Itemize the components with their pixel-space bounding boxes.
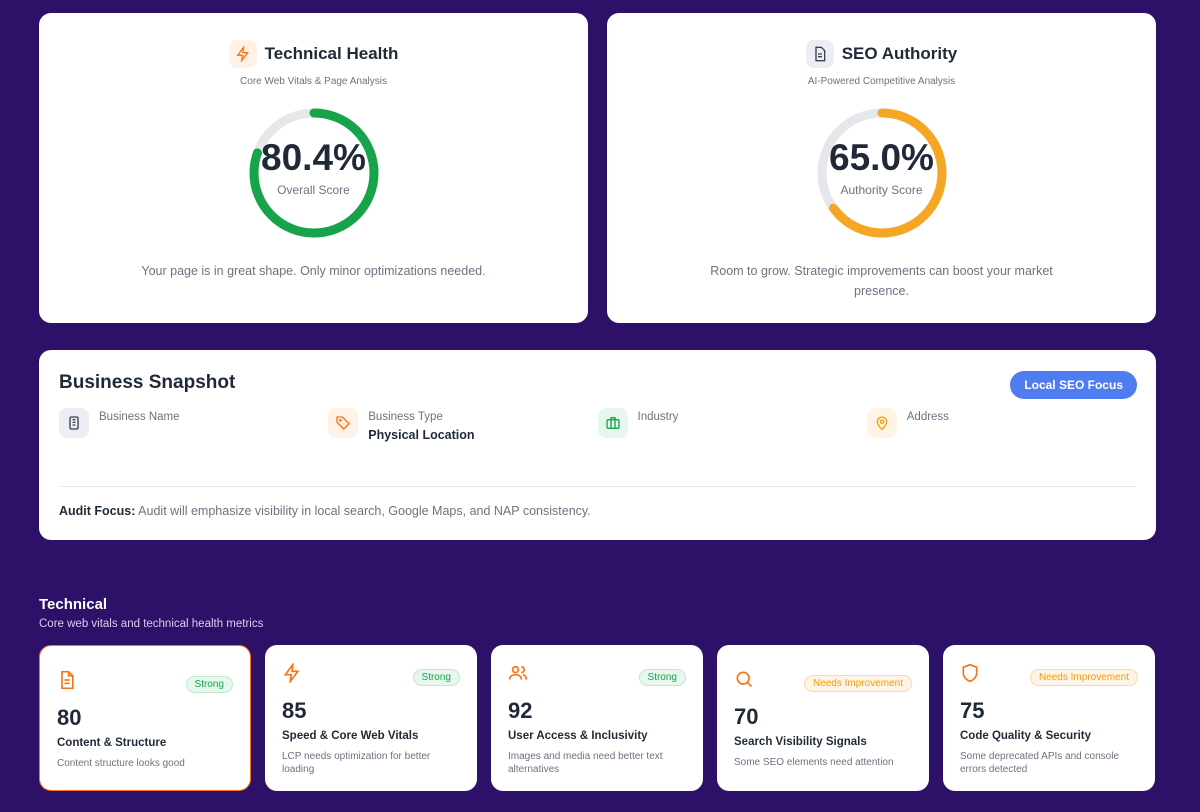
seo-authority-card: SEO Authority AI-Powered Competitive Ana… — [607, 13, 1156, 323]
metric-description: Images and media need better text altern… — [508, 751, 663, 775]
card-title: Technical Health — [264, 44, 399, 63]
score-description: Room to grow. Strategic improvements can… — [710, 264, 1053, 298]
metric-title: User Access & Inclusivity — [508, 730, 648, 742]
status-badge: Strong — [185, 676, 233, 693]
metric-title: Code Quality & Security — [960, 730, 1092, 742]
metric-description: LCP needs optimization for better loadin… — [282, 751, 431, 775]
business-snapshot-card: Business Snapshot Local SEO Focus Busine… — [39, 350, 1156, 540]
field-business-name: Business Name — [59, 408, 328, 442]
search-icon — [734, 671, 754, 693]
audit-focus: Audit Focus: Audit will emphasize visibi… — [59, 504, 591, 518]
status-badge: Needs Improvement — [803, 675, 912, 692]
metric-title: Speed & Core Web Vitals — [282, 730, 419, 742]
metric-card[interactable]: Strong 85 Speed & Core Web Vitals LCP ne… — [265, 645, 477, 791]
metric-title: Content & Structure — [57, 737, 167, 749]
section-subtitle: Core web vitals and technical health met… — [39, 618, 264, 630]
status-badge: Strong — [412, 669, 460, 686]
lightning-icon — [282, 661, 302, 687]
metric-description: Content structure looks good — [57, 758, 185, 769]
tag-icon — [328, 408, 359, 438]
card-title: SEO Authority — [841, 44, 958, 63]
score-description: Your page is in great shape. Only minor … — [141, 264, 486, 278]
card-subtitle: AI-Powered Competitive Analysis — [807, 76, 956, 87]
users-icon — [508, 665, 528, 687]
technical-health-card: Technical Health Core Web Vitals & Page … — [39, 13, 588, 323]
score-ring: 65.0% Authority Score — [812, 103, 952, 243]
document-icon — [57, 670, 77, 694]
field-business-type: Business Type Physical Location — [328, 408, 597, 442]
metric-card[interactable]: Strong 80 Content & Structure Content st… — [39, 645, 251, 791]
card-subtitle: Core Web Vitals & Page Analysis — [240, 76, 387, 87]
metric-description: Some deprecated APIs and console errors … — [960, 751, 1119, 775]
metric-score: 75 — [960, 698, 985, 723]
lightning-icon — [228, 40, 257, 68]
score-ring: 80.4% Overall Score — [244, 103, 384, 243]
score-value: 65.0% — [829, 137, 934, 178]
metric-score: 70 — [734, 704, 759, 729]
section-title: Technical — [39, 596, 108, 613]
metric-card[interactable]: Strong 92 User Access & Inclusivity Imag… — [491, 645, 703, 791]
divider — [59, 486, 1136, 487]
metric-score: 80 — [57, 705, 82, 730]
score-label: Overall Score — [277, 183, 350, 197]
field-address: Address — [866, 408, 1136, 442]
metric-card[interactable]: Needs Improvement 75 Code Quality & Secu… — [943, 645, 1155, 791]
status-badge: Strong — [638, 669, 686, 686]
map-pin-icon — [866, 408, 897, 438]
metric-score: 92 — [508, 698, 533, 723]
score-label: Authority Score — [840, 183, 923, 197]
snapshot-title: Business Snapshot — [59, 372, 236, 393]
field-industry: Industry — [597, 408, 867, 442]
briefcase-icon — [597, 408, 628, 438]
metric-score: 85 — [282, 698, 307, 723]
score-value: 80.4% — [261, 137, 366, 178]
metric-title: Search Visibility Signals — [734, 736, 867, 748]
metric-card[interactable]: Needs Improvement 70 Search Visibility S… — [717, 645, 929, 791]
building-icon — [59, 408, 89, 438]
metric-description: Some SEO elements need attention — [734, 757, 894, 768]
document-icon — [805, 40, 834, 68]
status-badge: Needs Improvement — [1029, 669, 1138, 686]
shield-icon — [960, 663, 980, 687]
local-seo-focus-badge[interactable]: Local SEO Focus — [1010, 371, 1137, 399]
